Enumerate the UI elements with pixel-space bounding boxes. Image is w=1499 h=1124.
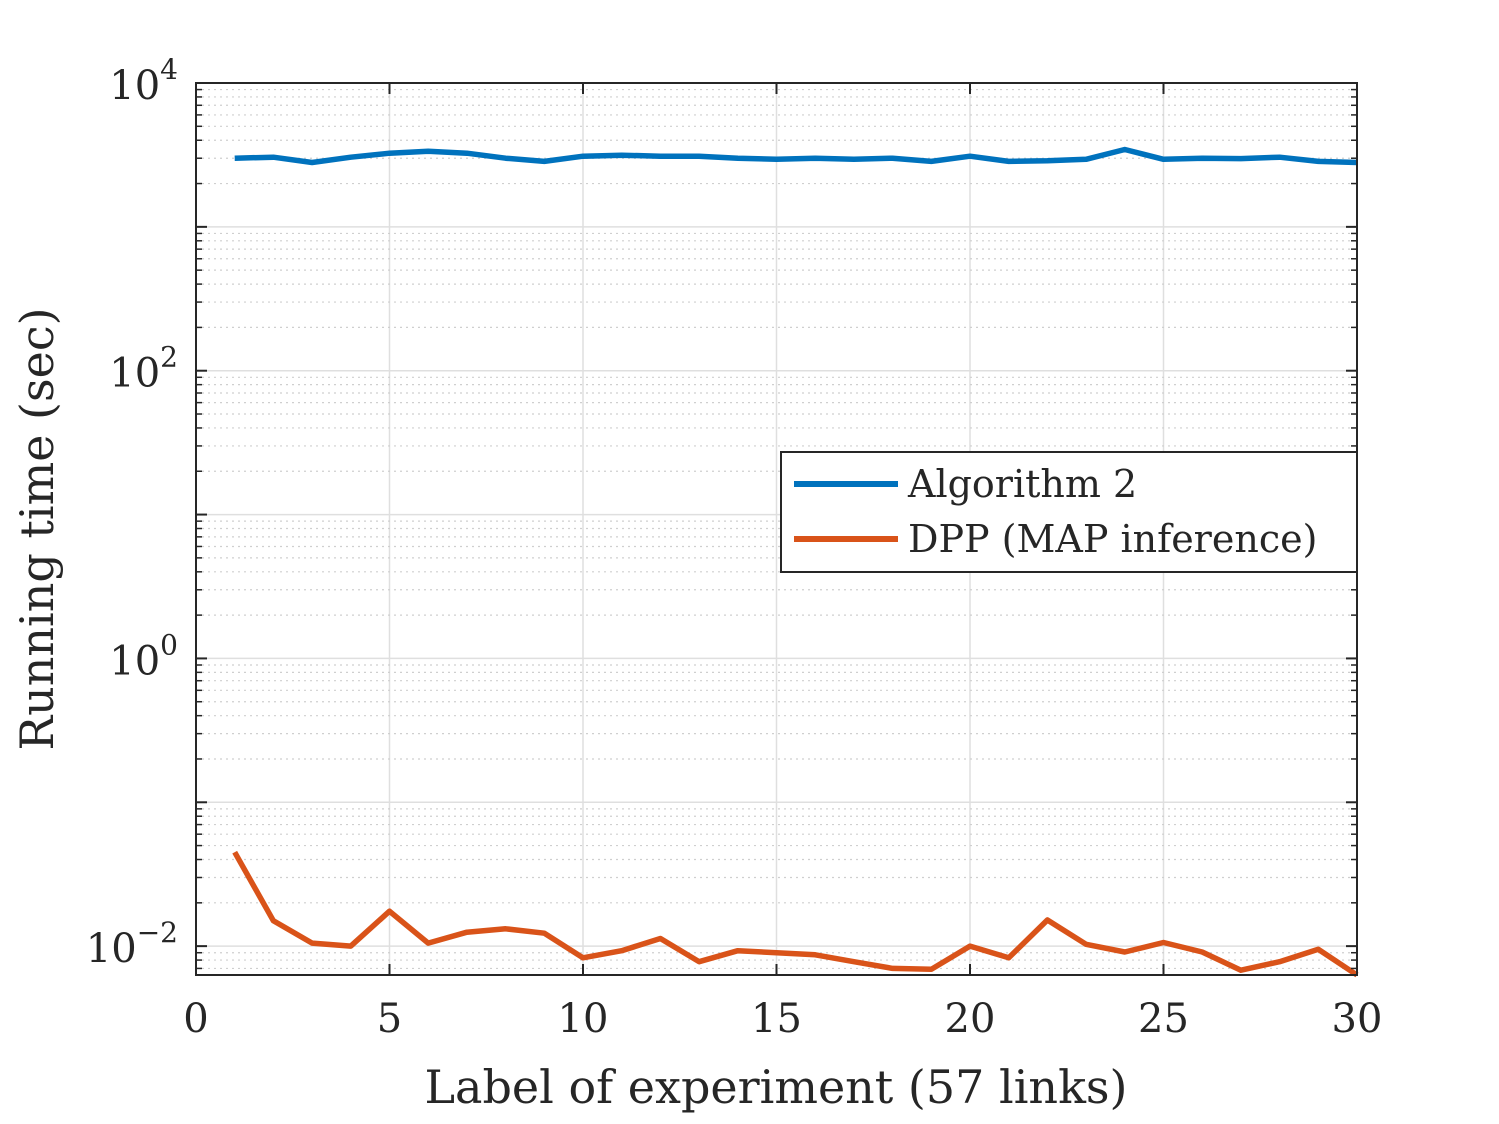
legend-label-dpp: DPP (MAP inference)	[908, 517, 1317, 561]
series-lines	[232, 146, 1359, 978]
series-line-dpp-map-inference	[232, 850, 1359, 978]
legend-label-algorithm-2: Algorithm 2	[907, 462, 1137, 506]
y-tick-label: 104	[109, 53, 178, 109]
legend-box	[780, 451, 1358, 573]
y-tick-labels: 10−2 100 102 104	[86, 53, 178, 972]
x-tick-label: 5	[377, 996, 402, 1042]
legend: Algorithm 2 DPP (MAP inference)	[780, 451, 1358, 573]
x-tick-label: 15	[751, 996, 802, 1042]
x-tick-label: 30	[1332, 996, 1383, 1042]
series-line-algorithm-2	[234, 146, 1358, 166]
x-tick-label: 25	[1138, 996, 1189, 1042]
y-tick-label: 100	[109, 628, 178, 684]
y-axis-label: Running time (sec)	[10, 307, 64, 750]
x-tick-labels: 0 5 10 15 20 25 30	[183, 996, 1382, 1042]
y-tick-label: 10−2	[86, 916, 178, 972]
x-tick-label: 20	[945, 996, 996, 1042]
x-tick-label: 10	[558, 996, 609, 1042]
x-axis-label: Label of experiment (57 links)	[424, 1060, 1127, 1114]
y-tick-label: 102	[109, 341, 178, 397]
x-tick-label: 0	[183, 996, 208, 1042]
